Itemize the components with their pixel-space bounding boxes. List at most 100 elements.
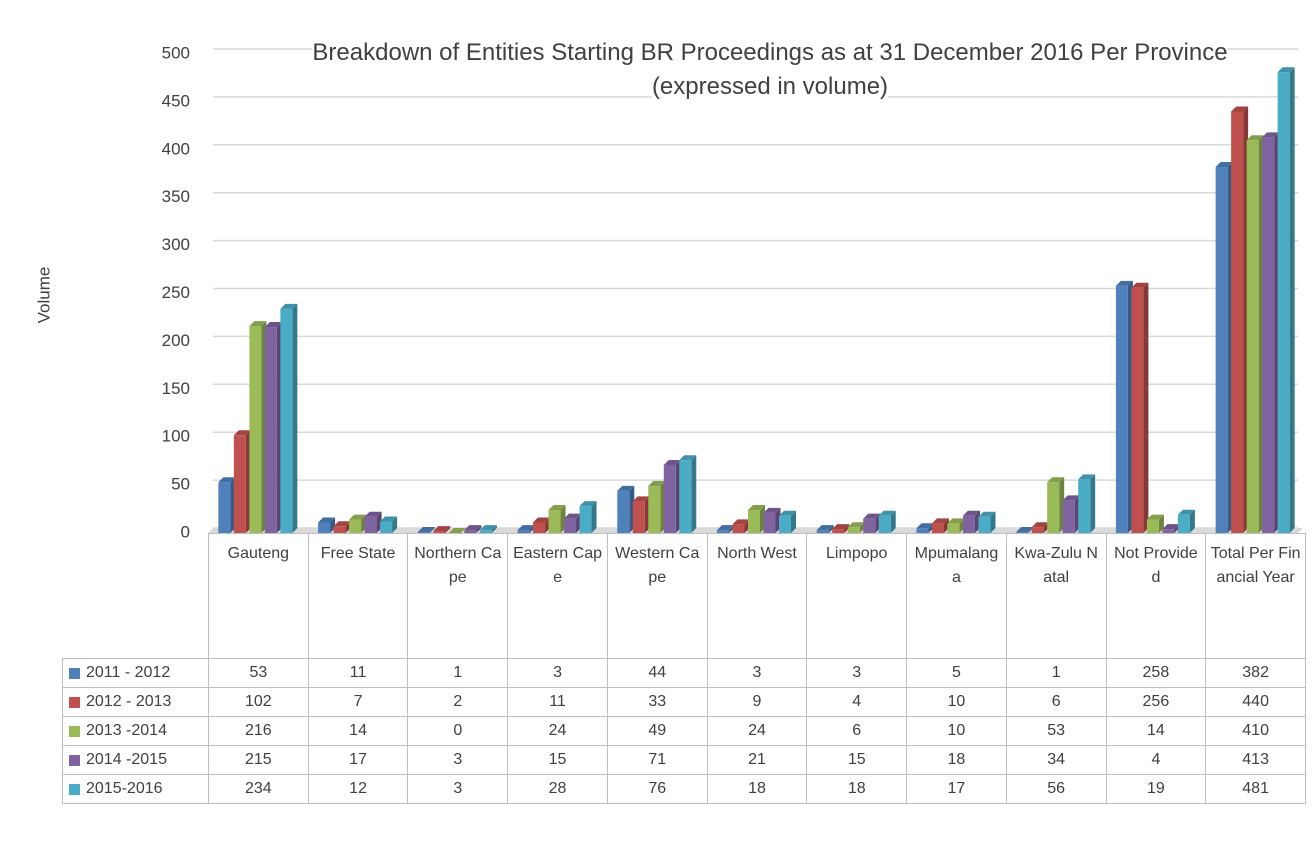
table-value: 215 [208, 745, 309, 775]
category-label: Not Provided [1105, 533, 1207, 659]
bar-top [663, 459, 681, 465]
y-axis-label: Volume [34, 267, 53, 324]
bar [464, 525, 482, 533]
bar [663, 459, 681, 533]
bar-side [491, 525, 497, 533]
bar-front [264, 327, 277, 533]
bar-top [962, 510, 980, 516]
legend-item: 2011 - 2012 [62, 658, 209, 688]
bar-front [978, 516, 991, 533]
table-value: 3 [706, 658, 808, 688]
table-value: 216 [208, 716, 309, 746]
bar-top [763, 507, 781, 513]
legend-swatch [69, 696, 80, 708]
category-label: Total Per Financial Year [1205, 533, 1306, 659]
category-label: Gauteng [208, 533, 309, 659]
bar [364, 511, 382, 533]
table-value: 1 [407, 658, 509, 688]
table-value: 56 [1005, 774, 1107, 804]
bar [962, 510, 980, 533]
category-label: Limpopo [806, 533, 908, 659]
legend-swatch [69, 754, 80, 766]
bar-top [1031, 522, 1049, 528]
bar [779, 510, 796, 533]
table-value: 10 [906, 687, 1007, 717]
y-tick-label: 250 [162, 283, 190, 302]
bar [748, 505, 765, 533]
y-tick-label: 50 [171, 475, 190, 494]
table-value: 0 [407, 716, 509, 746]
bar [617, 485, 635, 533]
bar-top [916, 523, 934, 529]
bar-front [479, 530, 492, 533]
bar-side [943, 518, 949, 533]
legend-label: 2013 -2014 [86, 722, 167, 739]
bar-front [1031, 527, 1044, 533]
bar-top [233, 430, 251, 436]
legend-item: 2013 -2014 [62, 716, 209, 746]
bar-front [533, 522, 546, 533]
bar-front [1231, 111, 1244, 533]
bar [648, 481, 666, 533]
bar-top [717, 525, 734, 531]
bar-front [816, 530, 829, 533]
bar [1215, 162, 1233, 533]
table-value: 11 [307, 658, 409, 688]
table-value: 440 [1205, 687, 1306, 717]
table-value: 21 [706, 745, 808, 775]
category-label: Mpumalanga [906, 533, 1007, 659]
bar-side [691, 455, 697, 533]
bar-front [464, 530, 477, 533]
category-label: North West [706, 533, 808, 659]
table-value: 12 [307, 774, 409, 804]
bar [931, 518, 949, 533]
bar [233, 430, 251, 533]
legend-label: 2011 - 2012 [86, 664, 171, 681]
bar [349, 514, 367, 533]
table-value: 4 [806, 687, 908, 717]
bar-top [564, 513, 582, 519]
chart-title-text: Breakdown of Entities Starting BR Procee… [312, 39, 1228, 100]
legend-swatch [69, 725, 80, 737]
bar-front [878, 515, 891, 533]
table-value: 28 [507, 774, 608, 804]
bar-side [476, 525, 482, 533]
table-value: 410 [1205, 716, 1306, 746]
bar [1277, 67, 1295, 534]
bar-front [1177, 514, 1190, 533]
table-value: 6 [806, 716, 908, 746]
table-value: 19 [1105, 774, 1207, 804]
table-value: 9 [706, 687, 808, 717]
bar [763, 507, 781, 533]
bar [1047, 477, 1065, 533]
bar-top [847, 522, 865, 528]
table-value: 3 [407, 774, 509, 804]
y-tick-label: 100 [162, 427, 190, 446]
y-tick-label: 0 [181, 522, 190, 541]
y-tick-label: 150 [162, 379, 190, 398]
legend-label: 2014 -2015 [86, 751, 167, 768]
bar-top [517, 525, 535, 531]
bar-front [1016, 532, 1029, 533]
table-value: 258 [1105, 658, 1207, 688]
bar-front [916, 528, 929, 533]
bar-top [1047, 477, 1065, 483]
legend-item: 2015-2016 [62, 774, 209, 804]
bar [579, 501, 597, 533]
bar-top [1177, 509, 1195, 515]
bar [479, 525, 497, 533]
bar-front [617, 490, 630, 533]
legend-swatch [69, 783, 80, 795]
table-value: 3 [806, 658, 908, 688]
bar-top [417, 527, 435, 533]
bar-top [679, 455, 697, 461]
y-tick-label: 350 [162, 187, 190, 206]
bar [632, 496, 650, 533]
table-value: 382 [1205, 658, 1306, 688]
table-value: 3 [507, 658, 608, 688]
bar [1131, 282, 1149, 533]
bar-side [591, 501, 597, 533]
bar-front [1131, 287, 1144, 533]
bar-top [863, 513, 881, 519]
